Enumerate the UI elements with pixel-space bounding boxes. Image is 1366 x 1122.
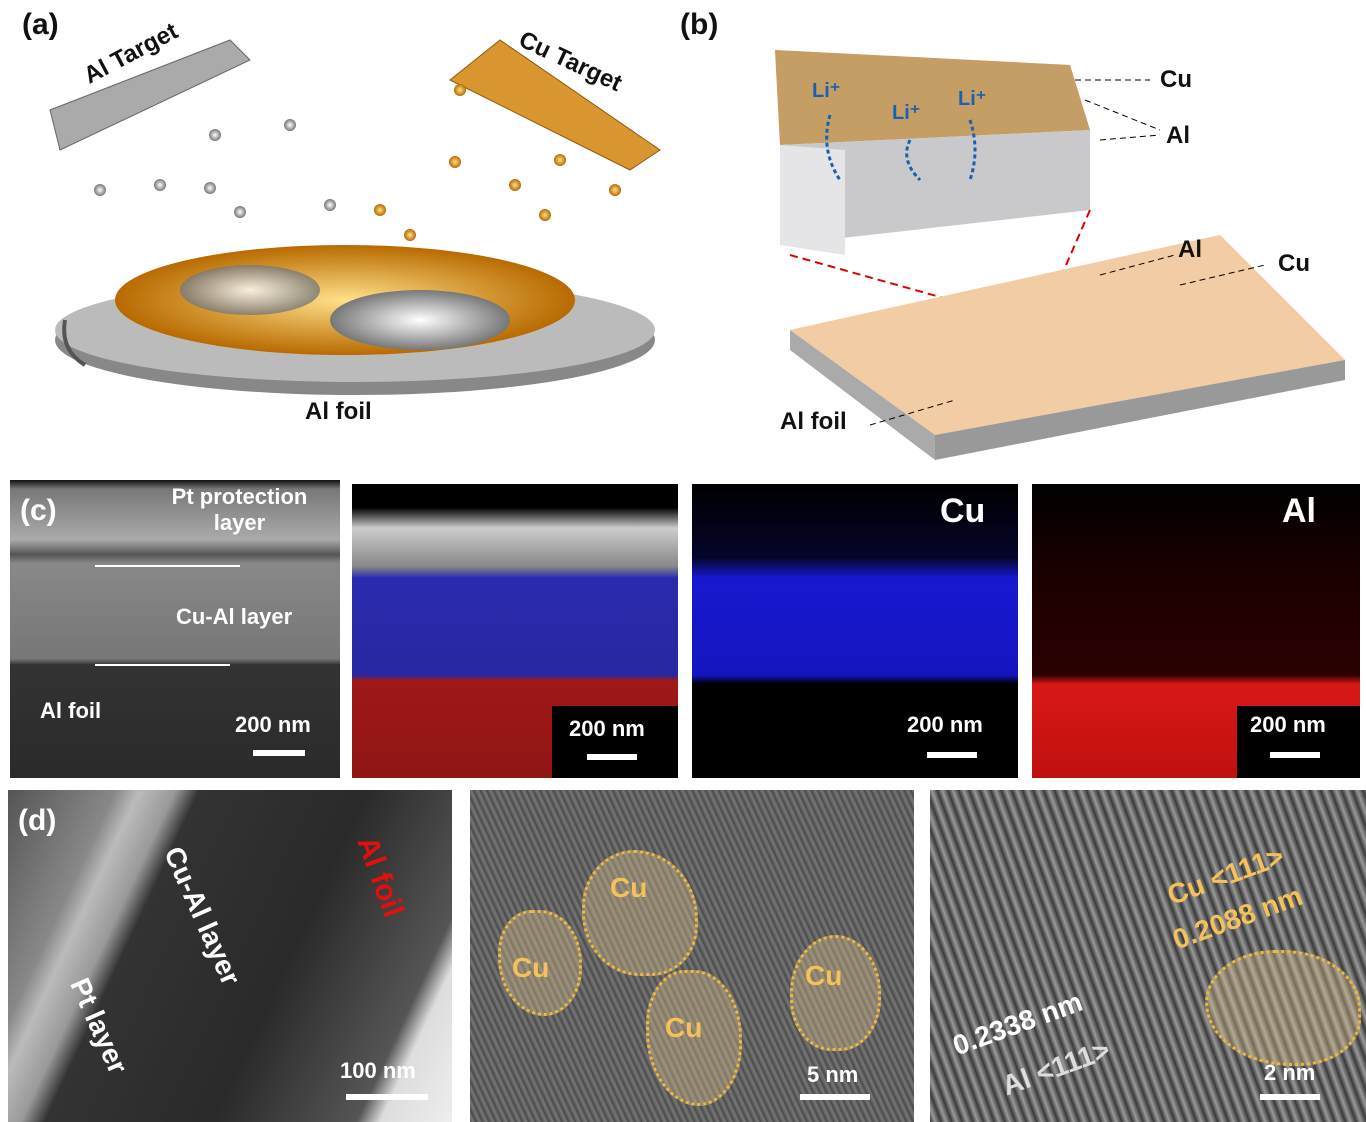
scale-bar-label: 200 nm (1250, 712, 1326, 737)
scale-bar-label: 200 nm (907, 712, 983, 737)
hrtem-lattice: Cu <111> 0.2088 nm 0.2338 nm Al <111> 2 … (930, 790, 1366, 1122)
structure-illustration (775, 50, 1345, 460)
al-foil-label-d: Al foil (350, 832, 410, 922)
cual-layer-label: Cu-Al layer (176, 604, 293, 629)
scale-bar (800, 1094, 870, 1100)
eds-al-map: Al 200 nm (1032, 484, 1360, 778)
eds-cu-map: Cu 200 nm (692, 484, 1018, 778)
tem-low-mag: (d) Al foil Cu-Al layer Pt layer 100 nm (8, 790, 452, 1122)
sputtering-illustration (49, 39, 661, 395)
eds-overlay-map: 200 nm (352, 484, 678, 778)
al-111-label: Al <111> (997, 1033, 1114, 1102)
al-foil-label: Al foil (305, 398, 372, 425)
al-label: Al (1166, 122, 1190, 149)
scale-bar-label: 200 nm (235, 712, 311, 737)
al-label-2: Al (1178, 236, 1202, 263)
scale-bar (1260, 1094, 1320, 1100)
sem-cross-section: (c) Pt protection layer Cu-Al layer Al f… (10, 480, 340, 778)
hrtem-cu-grains: Cu Cu Cu Cu 5 nm (470, 790, 914, 1122)
scale-bar (927, 752, 977, 758)
scale-bar-label: 100 nm (340, 1058, 416, 1083)
pt-layer-label-d: Pt layer (64, 973, 134, 1079)
panel-a-label: (a) (22, 8, 59, 41)
cu-grain-label: Cu (512, 952, 550, 983)
al-foil-label-c: Al foil (40, 698, 102, 723)
cu-grain-label: Cu (665, 1012, 703, 1043)
panel-c-label: (c) (20, 494, 57, 527)
panel-d-label: (d) (18, 804, 57, 837)
cu-grain-label: Cu (805, 960, 843, 991)
scale-bar (1270, 752, 1320, 758)
cu-map-label: Cu (940, 492, 986, 530)
panel-b-label: (b) (680, 8, 719, 41)
cu-label-2: Cu (1278, 250, 1310, 277)
li-ion-label: Li⁺ (958, 88, 987, 110)
cu-label: Cu (1160, 66, 1192, 93)
scale-bar (346, 1094, 428, 1100)
li-ion-label: Li⁺ (892, 102, 921, 124)
al-map-label: Al (1282, 492, 1316, 530)
cu-grain-label: Cu (610, 872, 648, 903)
scale-bar-label: 2 nm (1264, 1060, 1316, 1085)
pt-layer-label: Pt protection layer (171, 484, 308, 535)
scale-bar-label: 200 nm (569, 716, 645, 741)
scale-bar-label: 5 nm (807, 1062, 859, 1087)
rotation-arrow-icon (62, 319, 87, 367)
cual-layer-label-d: Cu-Al layer (158, 841, 247, 990)
li-ion-label: Li⁺ (812, 80, 841, 102)
scale-bar (253, 750, 305, 756)
scale-bar (587, 754, 637, 760)
al-foil-label-b: Al foil (780, 408, 847, 435)
